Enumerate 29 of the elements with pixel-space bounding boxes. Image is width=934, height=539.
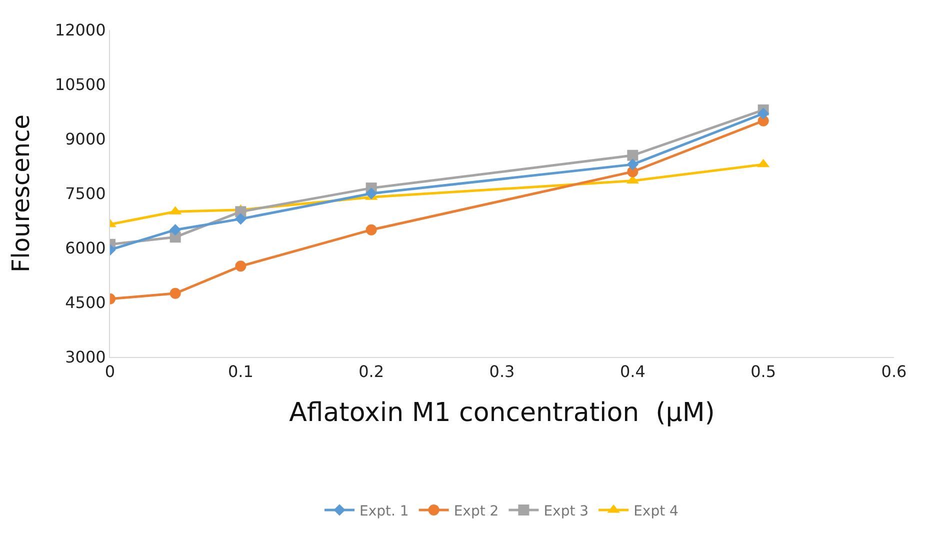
point [626,158,639,170]
legend-label: Expt. 1 [360,503,409,520]
legend-label: Expt 2 [454,503,499,520]
legend-label: Expt 3 [544,503,589,520]
y-axis-title: Flourescence [6,114,35,273]
y-tick-label: 7500 [65,184,106,204]
point [170,288,181,299]
legend-label: Expt 4 [634,503,679,520]
y-tick-label: 10500 [54,75,106,94]
point [627,150,638,161]
y-tick-label: 12000 [54,20,106,40]
point [169,224,182,236]
x-axis-title: Aflatoxin M1 concentration (µM) [289,398,715,428]
y-tick-label: 3000 [65,348,106,367]
x-tick-label: 0.5 [750,362,776,382]
y-tick-label: 6000 [65,238,106,258]
point [234,213,247,225]
x-tick-label: 0.6 [881,362,907,382]
point [235,260,246,272]
point [366,224,377,236]
x-tick-label: 0.1 [228,362,254,382]
y-tick-label: 4500 [65,293,106,312]
x-tick-label: 0.3 [489,362,515,382]
y-tick-label: 9000 [65,130,106,149]
x-tick-label: 0 [104,362,116,382]
point [757,108,770,120]
x-tick-label: 0.4 [620,362,646,382]
x-tick-label: 0.2 [358,362,384,382]
point [365,188,378,200]
